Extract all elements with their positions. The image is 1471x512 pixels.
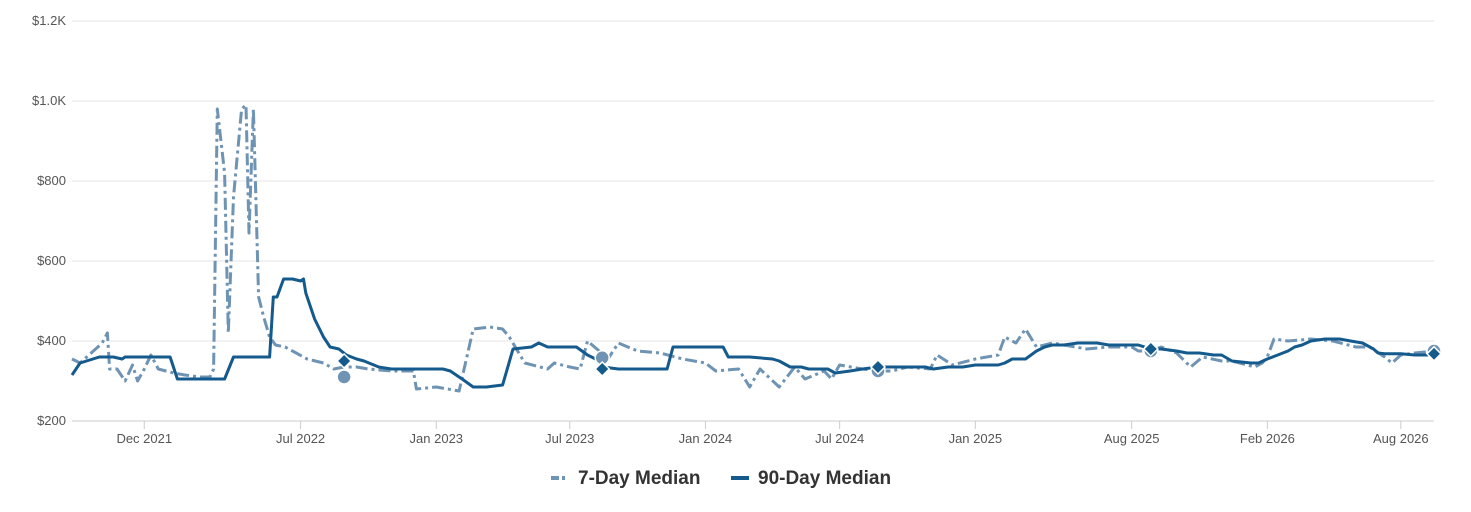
x-tick-label: Aug 2025 (1104, 431, 1160, 446)
y-tick-label: $1.0K (32, 93, 66, 108)
series-90-day-median-point[interactable] (869, 358, 887, 376)
y-tick-label: $200 (37, 413, 66, 428)
series-90-day-median-point[interactable] (594, 360, 611, 378)
legend[interactable]: 7-Day Median 90-Day Median (551, 468, 891, 489)
series-90-day-median-point[interactable] (1425, 345, 1443, 362)
marker-layer[interactable] (336, 340, 1443, 385)
x-tick-label: Jul 2022 (276, 431, 325, 446)
x-tick-label: Jan 2024 (679, 431, 733, 446)
x-tick-label: Jul 2024 (815, 431, 864, 446)
x-tick-label: Aug 2026 (1373, 431, 1429, 446)
x-tick-label: Jan 2023 (410, 431, 464, 446)
y-axis: $200 $400 $600 $800 $1.0K $1.2K (32, 13, 66, 428)
series-layer (70, 103, 1435, 393)
series-7-day-median-line (71, 103, 1435, 393)
y-tick-label: $1.2K (32, 13, 66, 28)
x-tick-label: Dec 2021 (116, 431, 172, 446)
y-tick-label: $600 (37, 253, 66, 268)
series-90-day-median-point[interactable] (1142, 340, 1159, 358)
y-tick-label: $400 (37, 333, 66, 348)
series-7-day-median-point[interactable] (336, 369, 352, 385)
x-tick-label: Jul 2023 (545, 431, 594, 446)
x-tick-label: Feb 2026 (1240, 431, 1295, 446)
legend-item-7-day-median[interactable]: 7-Day Median (551, 468, 700, 489)
legend-label: 90-Day Median (758, 468, 891, 489)
x-tick-label: Jan 2025 (949, 431, 1003, 446)
series-90-day-median-line (70, 277, 1434, 389)
y-tick-label: $800 (37, 173, 66, 188)
series-90-day-median-point[interactable] (336, 352, 353, 370)
legend-label: 7-Day Median (578, 468, 700, 489)
legend-item-90-day-median[interactable]: 90-Day Median (731, 468, 891, 489)
x-axis: Dec 2021 Jul 2022 Jan 2023 Jul 2023 Jan 2024… (72, 420, 1434, 446)
